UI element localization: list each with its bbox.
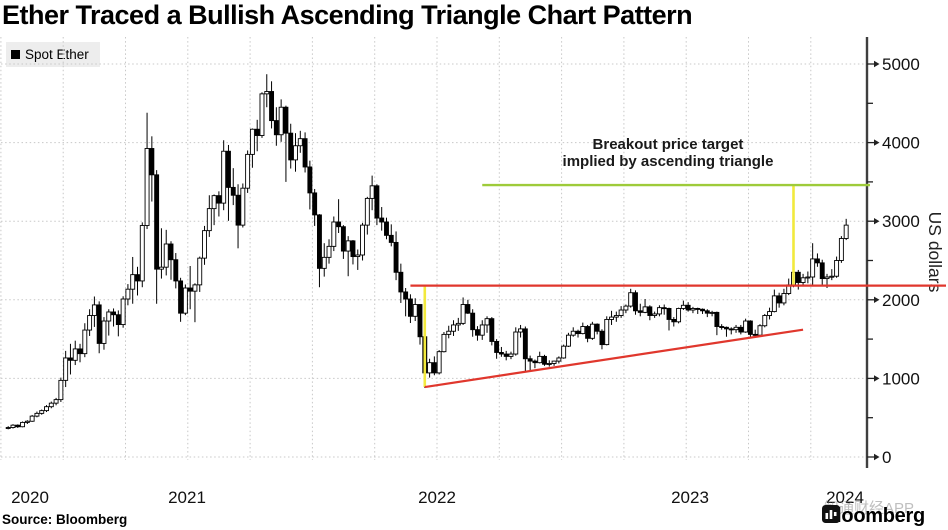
y-tick-label: 5000 [882, 55, 920, 74]
y-axis-title: US dollars [925, 212, 945, 293]
chart-title: Ether Traced a Bullish Ascending Triangl… [2, 0, 693, 30]
gridlines [0, 37, 866, 460]
legend-label: Spot Ether [25, 47, 89, 62]
y-tick-label: 4000 [882, 134, 920, 153]
support-trendline [424, 328, 804, 389]
source-credit: Source: Bloomberg [2, 512, 128, 527]
annotation-line2: implied by ascending triangle [562, 153, 774, 170]
x-tick-label: 2020 [11, 488, 49, 507]
pattern-overlays [410, 183, 946, 389]
watermark: 智通财经APP [824, 500, 915, 517]
x-tick-label: 2022 [418, 488, 456, 507]
y-tick-label: 3000 [882, 212, 920, 231]
y-tick-label: 1000 [882, 369, 920, 388]
x-tick-label: 2023 [671, 488, 709, 507]
legend: Spot Ether [6, 42, 100, 67]
bloomberg-logo-icon [822, 505, 840, 523]
x-tick-label: 2024 [826, 488, 864, 507]
legend-swatch-icon [11, 50, 20, 59]
x-axis: 2020 2021 2022 2023 2024 [11, 488, 864, 507]
x-tick-label: 2021 [168, 488, 206, 507]
breakout-annotation: Breakout price target implied by ascendi… [468, 136, 868, 170]
bloomberg-wordmark: Bloomberg [822, 505, 925, 527]
candles [5, 74, 849, 430]
y-axis: 0 1000 2000 3000 4000 5000 US dollars [865, 37, 945, 468]
bloomberg-branding: Bloomberg [822, 505, 925, 528]
y-tick-label: 0 [882, 448, 891, 467]
annotation-line1: Breakout price target [592, 136, 744, 153]
y-tick-label: 2000 [882, 291, 920, 310]
